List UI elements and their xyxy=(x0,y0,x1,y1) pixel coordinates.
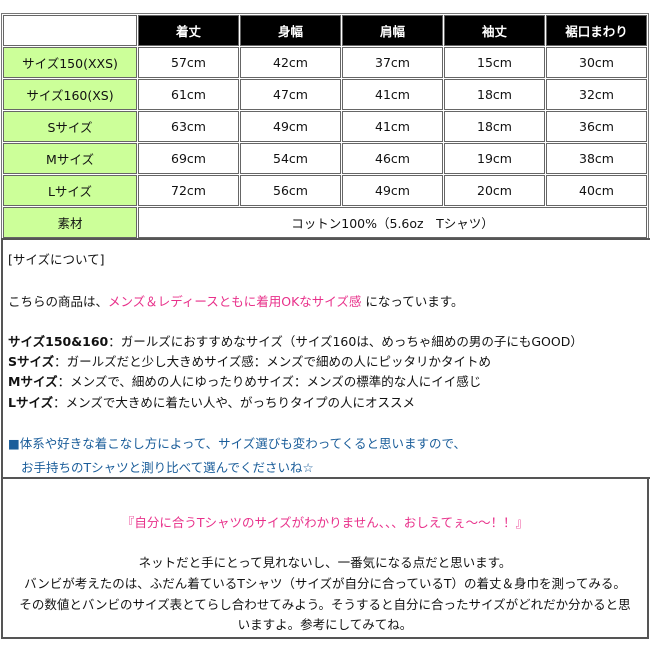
measurement-cell: 63cm xyxy=(138,111,239,142)
header-cell: 袖丈 xyxy=(444,15,545,46)
size-table: 着丈 身幅 肩幅 袖丈 裾口まわり サイズ150(XXS) 57cm 42cm 37c… xyxy=(1,13,649,240)
size-desc: Lサイズ：メンズで大きめに着たい人や、がっちりタイプの人にオススメ xyxy=(8,392,415,411)
measurement-cell: 18cm xyxy=(444,111,545,142)
note-line-1: ■体系や好きな着こなし方によって、サイズ選びも変わってくると思いますので、 xyxy=(8,436,467,451)
size-row: Lサイズ 72cm 56cm 49cm 20cm 40cm xyxy=(3,175,647,206)
measurement-cell: 47cm xyxy=(240,79,341,110)
measurement-cell: 38cm xyxy=(546,143,647,174)
size-label: Lサイズ xyxy=(3,175,137,206)
faq-answer-line: バンビが考えたのは、ふだん着ているTシャツ（サイズが自分に合っているT）の着丈＆… xyxy=(24,576,626,591)
size-name: Lサイズ xyxy=(8,395,54,410)
measurement-cell: 19cm xyxy=(444,143,545,174)
measurement-cell: 20cm xyxy=(444,175,545,206)
note-line-2: お手持ちのTシャツと測り比べて選んでくださいね☆ xyxy=(21,460,314,475)
faq-answer-line: いますよ。参考にしてみてね。 xyxy=(237,617,413,632)
measurement-cell: 18cm xyxy=(444,79,545,110)
size-label: Mサイズ xyxy=(3,143,137,174)
measurement-cell: 61cm xyxy=(138,79,239,110)
corner-cell xyxy=(3,15,137,46)
header-cell: 肩幅 xyxy=(342,15,443,46)
material-row: 素材 コットン100%（5.6oz Tシャツ） xyxy=(3,207,647,238)
size-row: サイズ160(XS) 61cm 47cm 41cm 18cm 32cm xyxy=(3,79,647,110)
measurement-cell: 40cm xyxy=(546,175,647,206)
measurement-cell: 41cm xyxy=(342,79,443,110)
header-row: 着丈 身幅 肩幅 袖丈 裾口まわり xyxy=(3,15,647,46)
measurement-cell: 41cm xyxy=(342,111,443,142)
size-info-box: [サイズについて] こちらの商品は、メンズ＆レディースともに着用OKなサイズ感 … xyxy=(1,238,650,479)
size-row: Sサイズ 63cm 49cm 41cm 18cm 36cm xyxy=(3,111,647,142)
measurement-cell: 49cm xyxy=(240,111,341,142)
size-name: Mサイズ xyxy=(8,374,58,389)
measurement-cell: 49cm xyxy=(342,175,443,206)
intro-text: こちらの商品は、メンズ＆レディースともに着用OKなサイズ感 になっています。 xyxy=(8,291,464,310)
faq-answer-line: その数値とバンビのサイズ表とてらし合わせてみよう。そうすると自分に合ったサイズが… xyxy=(19,597,631,612)
faq-answer-line: ネットだと手にとって見れないし、一番気になる点だと思います。 xyxy=(138,555,512,570)
measurement-cell: 54cm xyxy=(240,143,341,174)
size-row: Mサイズ 69cm 54cm 46cm 19cm 38cm xyxy=(3,143,647,174)
size-desc-text: ：ガールズだと少し大きめサイズ感：メンズで細めの人にピッタリかタイトめ xyxy=(54,354,492,369)
size-desc: Mサイズ：メンズで、細めの人にゆったりめサイズ：メンズの標準的な人にイイ感じ xyxy=(8,371,481,390)
measurement-cell: 69cm xyxy=(138,143,239,174)
size-desc: サイズ150&160：ガールズにおすすめなサイズ（サイズ160は、めっちゃ細めの… xyxy=(8,331,583,350)
measurement-cell: 15cm xyxy=(444,47,545,78)
measurement-cell: 36cm xyxy=(546,111,647,142)
size-label: サイズ150(XXS) xyxy=(3,47,137,78)
size-desc-text: ：メンズで、細めの人にゆったりめサイズ：メンズの標準的な人にイイ感じ xyxy=(57,374,482,389)
faq-box: 『自分に合うTシャツのサイズがわかりません、、、おしえてぇ〜〜！！』 ネットだと… xyxy=(1,477,649,639)
intro-post: になっています。 xyxy=(361,294,464,309)
measurement-cell: 46cm xyxy=(342,143,443,174)
measurement-cell: 57cm xyxy=(138,47,239,78)
size-name: サイズ150&160 xyxy=(8,334,109,349)
size-label: Sサイズ xyxy=(3,111,137,142)
size-name: Sサイズ xyxy=(8,354,55,369)
header-cell: 身幅 xyxy=(240,15,341,46)
size-desc-text: ：メンズで大きめに着たい人や、がっちりタイプの人にオススメ xyxy=(53,395,415,410)
intro-highlight: メンズ＆レディースともに着用OKなサイズ感 xyxy=(108,294,362,309)
faq-question: 『自分に合うTシャツのサイズがわかりません、、、おしえてぇ〜〜！！』 xyxy=(121,515,529,530)
size-row: サイズ150(XXS) 57cm 42cm 37cm 15cm 30cm xyxy=(3,47,647,78)
header-cell: 着丈 xyxy=(138,15,239,46)
measurement-cell: 30cm xyxy=(546,47,647,78)
measurement-cell: 42cm xyxy=(240,47,341,78)
size-desc-text: ：ガールズにおすすめなサイズ（サイズ160は、めっちゃ細めの男の子にもGOOD） xyxy=(108,334,583,349)
material-label: 素材 xyxy=(3,207,137,238)
size-label: サイズ160(XS) xyxy=(3,79,137,110)
measurement-cell: 72cm xyxy=(138,175,239,206)
header-cell: 裾口まわり xyxy=(546,15,647,46)
size-desc: Sサイズ：ガールズだと少し大きめサイズ感：メンズで細めの人にピッタリかタイトめ xyxy=(8,351,491,370)
measurement-cell: 37cm xyxy=(342,47,443,78)
measurement-cell: 32cm xyxy=(546,79,647,110)
measurement-cell: 56cm xyxy=(240,175,341,206)
material-value: コットン100%（5.6oz Tシャツ） xyxy=(138,207,647,238)
size-info-heading: [サイズについて] xyxy=(8,252,105,267)
intro-pre: こちらの商品は、 xyxy=(8,294,109,309)
